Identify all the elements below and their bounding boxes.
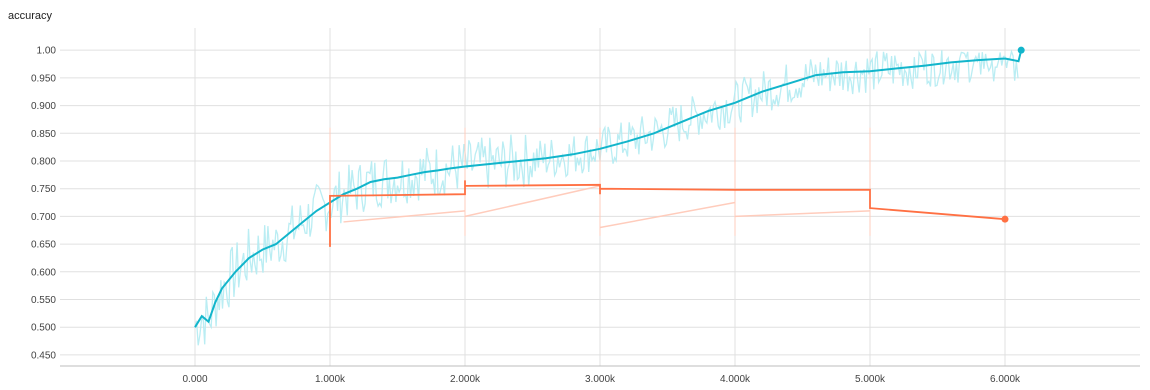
series-2-raw-segment — [599, 201, 736, 229]
y-tick-label: 0.750 — [31, 184, 56, 195]
series-2-line — [329, 180, 1006, 247]
raw-layer — [194, 49, 1019, 346]
chart-title: accuracy — [8, 10, 53, 22]
series-2-raw-segment — [734, 210, 871, 218]
series-2-raw-segment — [343, 210, 466, 223]
y-tick-label: 0.900 — [31, 101, 56, 112]
series-1-end-point — [1017, 46, 1025, 54]
axis-layer: 0.450 0.500 0.550 0.600 0.650 0.700 0.750 0.800… — [31, 46, 1140, 385]
y-tick-label: 1.00 — [37, 46, 57, 57]
x-tick-label: 6.000k — [990, 374, 1021, 385]
x-tick-label: 0.000 — [182, 374, 207, 385]
x-tick-label: 2.000k — [450, 374, 481, 385]
y-tick-label: 0.700 — [31, 212, 56, 223]
x-tick-label: 4.000k — [720, 374, 751, 385]
x-tick-label: 1.000k — [315, 374, 346, 385]
series-2-end-point — [1001, 215, 1009, 223]
series-1-raw-line — [194, 49, 1019, 346]
y-tick-label: 0.650 — [31, 240, 56, 251]
y-tick-label: 0.500 — [31, 323, 56, 334]
y-tick-label: 0.850 — [31, 129, 56, 140]
x-tick-label: 5.000k — [855, 374, 886, 385]
y-tick-label: 0.950 — [31, 73, 56, 84]
x-tick-label: 3.000k — [585, 374, 616, 385]
y-tick-label: 0.450 — [31, 350, 56, 361]
y-tick-label: 0.550 — [31, 295, 56, 306]
y-tick-label: 0.600 — [31, 267, 56, 278]
series-1-line — [194, 49, 1023, 328]
series-layer — [194, 46, 1025, 328]
y-tick-label: 0.800 — [31, 156, 56, 167]
series-2-raw-segment — [464, 185, 601, 218]
